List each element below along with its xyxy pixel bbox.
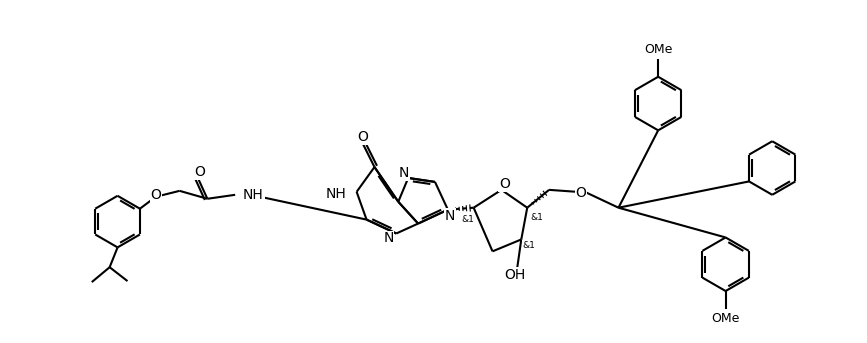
Text: O: O xyxy=(194,165,205,179)
Text: O: O xyxy=(576,186,586,200)
Text: &1: &1 xyxy=(523,241,536,250)
Text: N: N xyxy=(445,209,455,223)
Text: O: O xyxy=(499,177,510,191)
Text: NH: NH xyxy=(326,187,347,201)
Text: &1: &1 xyxy=(461,215,474,224)
Text: N: N xyxy=(399,166,409,180)
Text: OMe: OMe xyxy=(644,43,672,56)
Text: O: O xyxy=(150,188,161,202)
Text: OH: OH xyxy=(505,268,526,282)
Text: N: N xyxy=(383,232,394,246)
Text: NH: NH xyxy=(243,188,264,202)
Text: O: O xyxy=(357,130,368,144)
Text: OMe: OMe xyxy=(712,312,740,325)
Text: &1: &1 xyxy=(531,213,544,222)
